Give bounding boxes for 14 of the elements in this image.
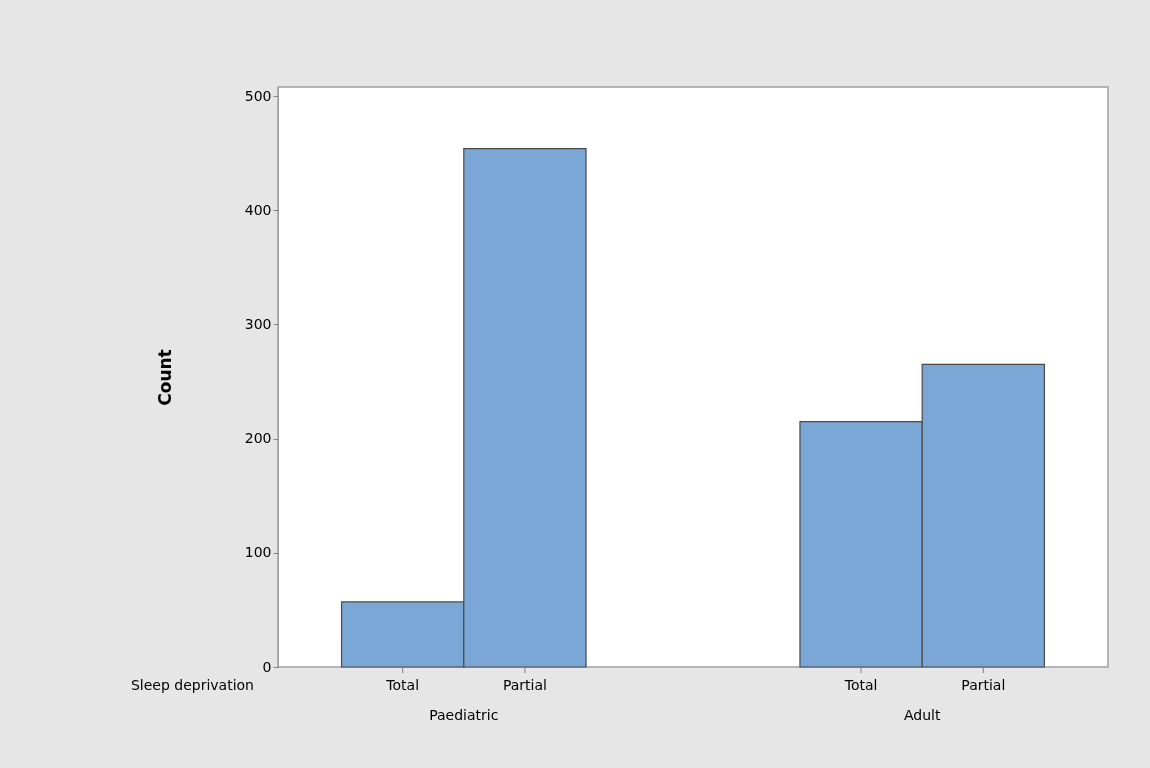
x-axis-title: Sleep deprivation (130, 677, 254, 693)
y-tick-label: 200 (244, 430, 272, 447)
x-tick-label: Total (385, 677, 420, 693)
x-tick-label: Total (843, 677, 878, 693)
y-tick-label: 300 (244, 315, 272, 332)
y-tick-label: 100 (244, 544, 272, 561)
y-tick-label: 400 (244, 201, 272, 218)
y-tick-label: 500 (244, 87, 272, 104)
y-tick-label: 0 (262, 658, 272, 675)
text: Adult (903, 707, 941, 723)
text: Paediatric (429, 707, 499, 723)
x-tick-label: Partial (502, 677, 547, 693)
x-tick-label: Partial (961, 677, 1006, 693)
y-axis-title: Count (154, 349, 175, 406)
